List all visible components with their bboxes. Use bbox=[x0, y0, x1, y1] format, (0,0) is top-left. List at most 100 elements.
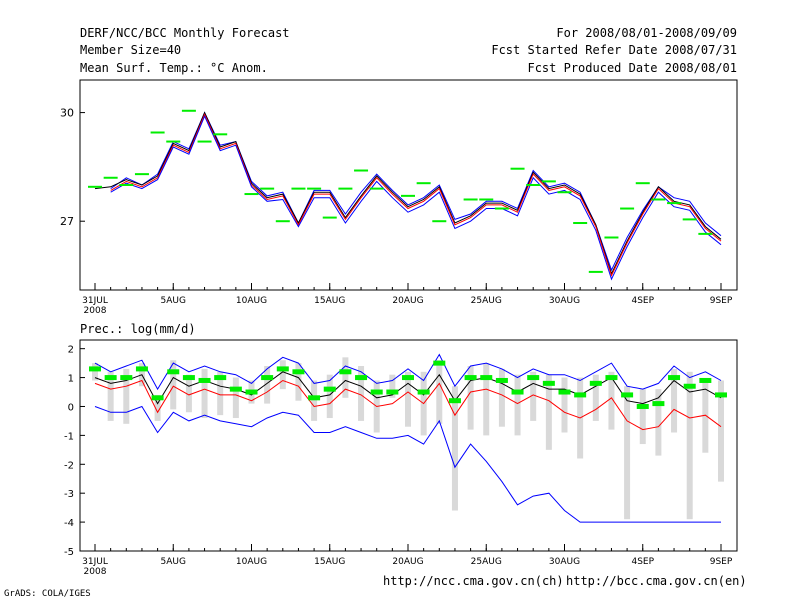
x-tick-label: 20AUG bbox=[392, 557, 423, 567]
x-tick-label: 4SEP bbox=[631, 296, 654, 306]
y-tick-label: -4 bbox=[64, 518, 74, 529]
x-tick-label: 10AUG bbox=[236, 296, 267, 306]
member-size-label: Member Size=40 bbox=[80, 43, 182, 57]
observed-marker bbox=[574, 392, 587, 398]
observed-marker bbox=[104, 375, 117, 381]
observed-marker bbox=[480, 375, 493, 381]
spread-bar bbox=[530, 371, 537, 421]
observed-marker bbox=[542, 380, 555, 386]
ensemble-low-series-line bbox=[110, 114, 722, 281]
spread-bar bbox=[686, 371, 693, 520]
forecast-period: For 2008/08/01-2008/09/09 bbox=[556, 26, 737, 40]
ncc-url-link[interactable]: http://ncc.cma.gov.cn(ch) bbox=[383, 574, 564, 588]
observed-marker bbox=[89, 366, 101, 372]
spread-bar bbox=[170, 360, 177, 410]
x-tick-label: 9SEP bbox=[710, 296, 733, 306]
spread-bar bbox=[107, 371, 114, 421]
observed-marker bbox=[589, 380, 602, 386]
x-tick-label: 31JUL bbox=[82, 296, 108, 306]
observed-marker bbox=[417, 389, 430, 395]
y-tick-label: -1 bbox=[64, 431, 74, 442]
observed-marker bbox=[715, 392, 727, 398]
chart-title: DERF/NCC/BCC Monthly Forecast bbox=[80, 26, 290, 40]
observed-marker bbox=[182, 375, 195, 381]
observed-marker bbox=[683, 383, 696, 389]
observed-marker bbox=[621, 392, 634, 398]
y-tick-label: -2 bbox=[64, 460, 74, 471]
observed-marker bbox=[339, 369, 352, 375]
spread-bar bbox=[671, 368, 678, 433]
spread-bar bbox=[217, 371, 224, 416]
spread-bar bbox=[483, 363, 490, 436]
x-tick-label: 15AUG bbox=[314, 296, 345, 306]
y-tick-label: 27 bbox=[60, 215, 74, 228]
observed-marker bbox=[699, 377, 712, 383]
spread-bar bbox=[185, 374, 192, 413]
y-tick-label: 30 bbox=[60, 107, 74, 120]
spread-bar bbox=[655, 389, 662, 456]
x-tick-label: 20AUG bbox=[392, 296, 423, 306]
observed-marker bbox=[370, 389, 383, 395]
observed-marker bbox=[229, 386, 242, 392]
ensemble-low-series-line bbox=[94, 405, 721, 523]
precip-panel-title: Prec.: log(mm/d) bbox=[80, 322, 196, 336]
variable-label: Mean Surf. Temp.: °C Anom. bbox=[80, 61, 268, 75]
observed-marker bbox=[402, 375, 414, 381]
x-tick-label: 30AUG bbox=[549, 296, 580, 306]
observed-marker bbox=[464, 375, 477, 381]
x-tick-label: 4SEP bbox=[631, 557, 654, 567]
observed-marker bbox=[355, 375, 368, 381]
observed-marker bbox=[198, 377, 211, 383]
spread-bar bbox=[311, 380, 318, 421]
spread-bar bbox=[436, 360, 443, 424]
observed-marker bbox=[558, 389, 571, 395]
fcst-produced-date: Fcst Produced Date 2008/08/01 bbox=[527, 61, 737, 75]
x-tick-label: 15AUG bbox=[314, 557, 345, 567]
spread-bar bbox=[405, 371, 411, 427]
spread-bar bbox=[467, 366, 474, 430]
x-tick-label: 30AUG bbox=[549, 557, 580, 567]
mean-series-line bbox=[94, 111, 722, 276]
x-tick-label: 5AUG bbox=[161, 557, 186, 567]
grads-credit: GrADS: COLA/IGES bbox=[4, 589, 91, 599]
spread-bar bbox=[702, 380, 709, 453]
observed-marker bbox=[151, 395, 164, 401]
observed-marker bbox=[214, 375, 227, 381]
spread-bar bbox=[123, 368, 130, 424]
spread-bar bbox=[718, 380, 724, 482]
spread-bar bbox=[545, 374, 552, 450]
x-tick-year: 2008 bbox=[84, 306, 107, 316]
spread-bar bbox=[232, 377, 239, 419]
x-tick-label: 5AUG bbox=[161, 296, 186, 306]
spread-bar bbox=[639, 389, 646, 445]
spread-bar bbox=[358, 366, 365, 421]
spread-bar bbox=[389, 374, 396, 398]
observed-marker bbox=[245, 389, 258, 395]
observed-marker bbox=[308, 395, 321, 401]
spread-bar bbox=[561, 377, 568, 433]
observed-marker bbox=[386, 389, 399, 395]
y-tick-label: 0 bbox=[68, 402, 74, 413]
observed-marker bbox=[276, 366, 289, 372]
bcc-url-link[interactable]: http://bcc.cma.gov.cn(en) bbox=[566, 574, 747, 588]
observed-marker bbox=[292, 369, 305, 375]
spread-bar bbox=[342, 357, 349, 398]
min-series-line bbox=[94, 379, 722, 431]
observed-marker bbox=[323, 386, 336, 392]
y-tick-label: -5 bbox=[64, 547, 74, 558]
spread-bar bbox=[624, 386, 631, 520]
spread-bar bbox=[295, 363, 302, 401]
observed-marker bbox=[120, 375, 133, 381]
x-tick-label: 31JUL bbox=[82, 557, 108, 567]
observed-marker bbox=[495, 377, 508, 383]
spread-bar bbox=[154, 394, 161, 421]
x-tick-year: 2008 bbox=[84, 567, 107, 577]
observed-marker bbox=[511, 389, 524, 395]
min-series-line bbox=[110, 113, 722, 277]
y-tick-label: 2 bbox=[68, 345, 74, 356]
y-tick-label: 1 bbox=[68, 374, 74, 385]
x-tick-label: 10AUG bbox=[236, 557, 267, 567]
